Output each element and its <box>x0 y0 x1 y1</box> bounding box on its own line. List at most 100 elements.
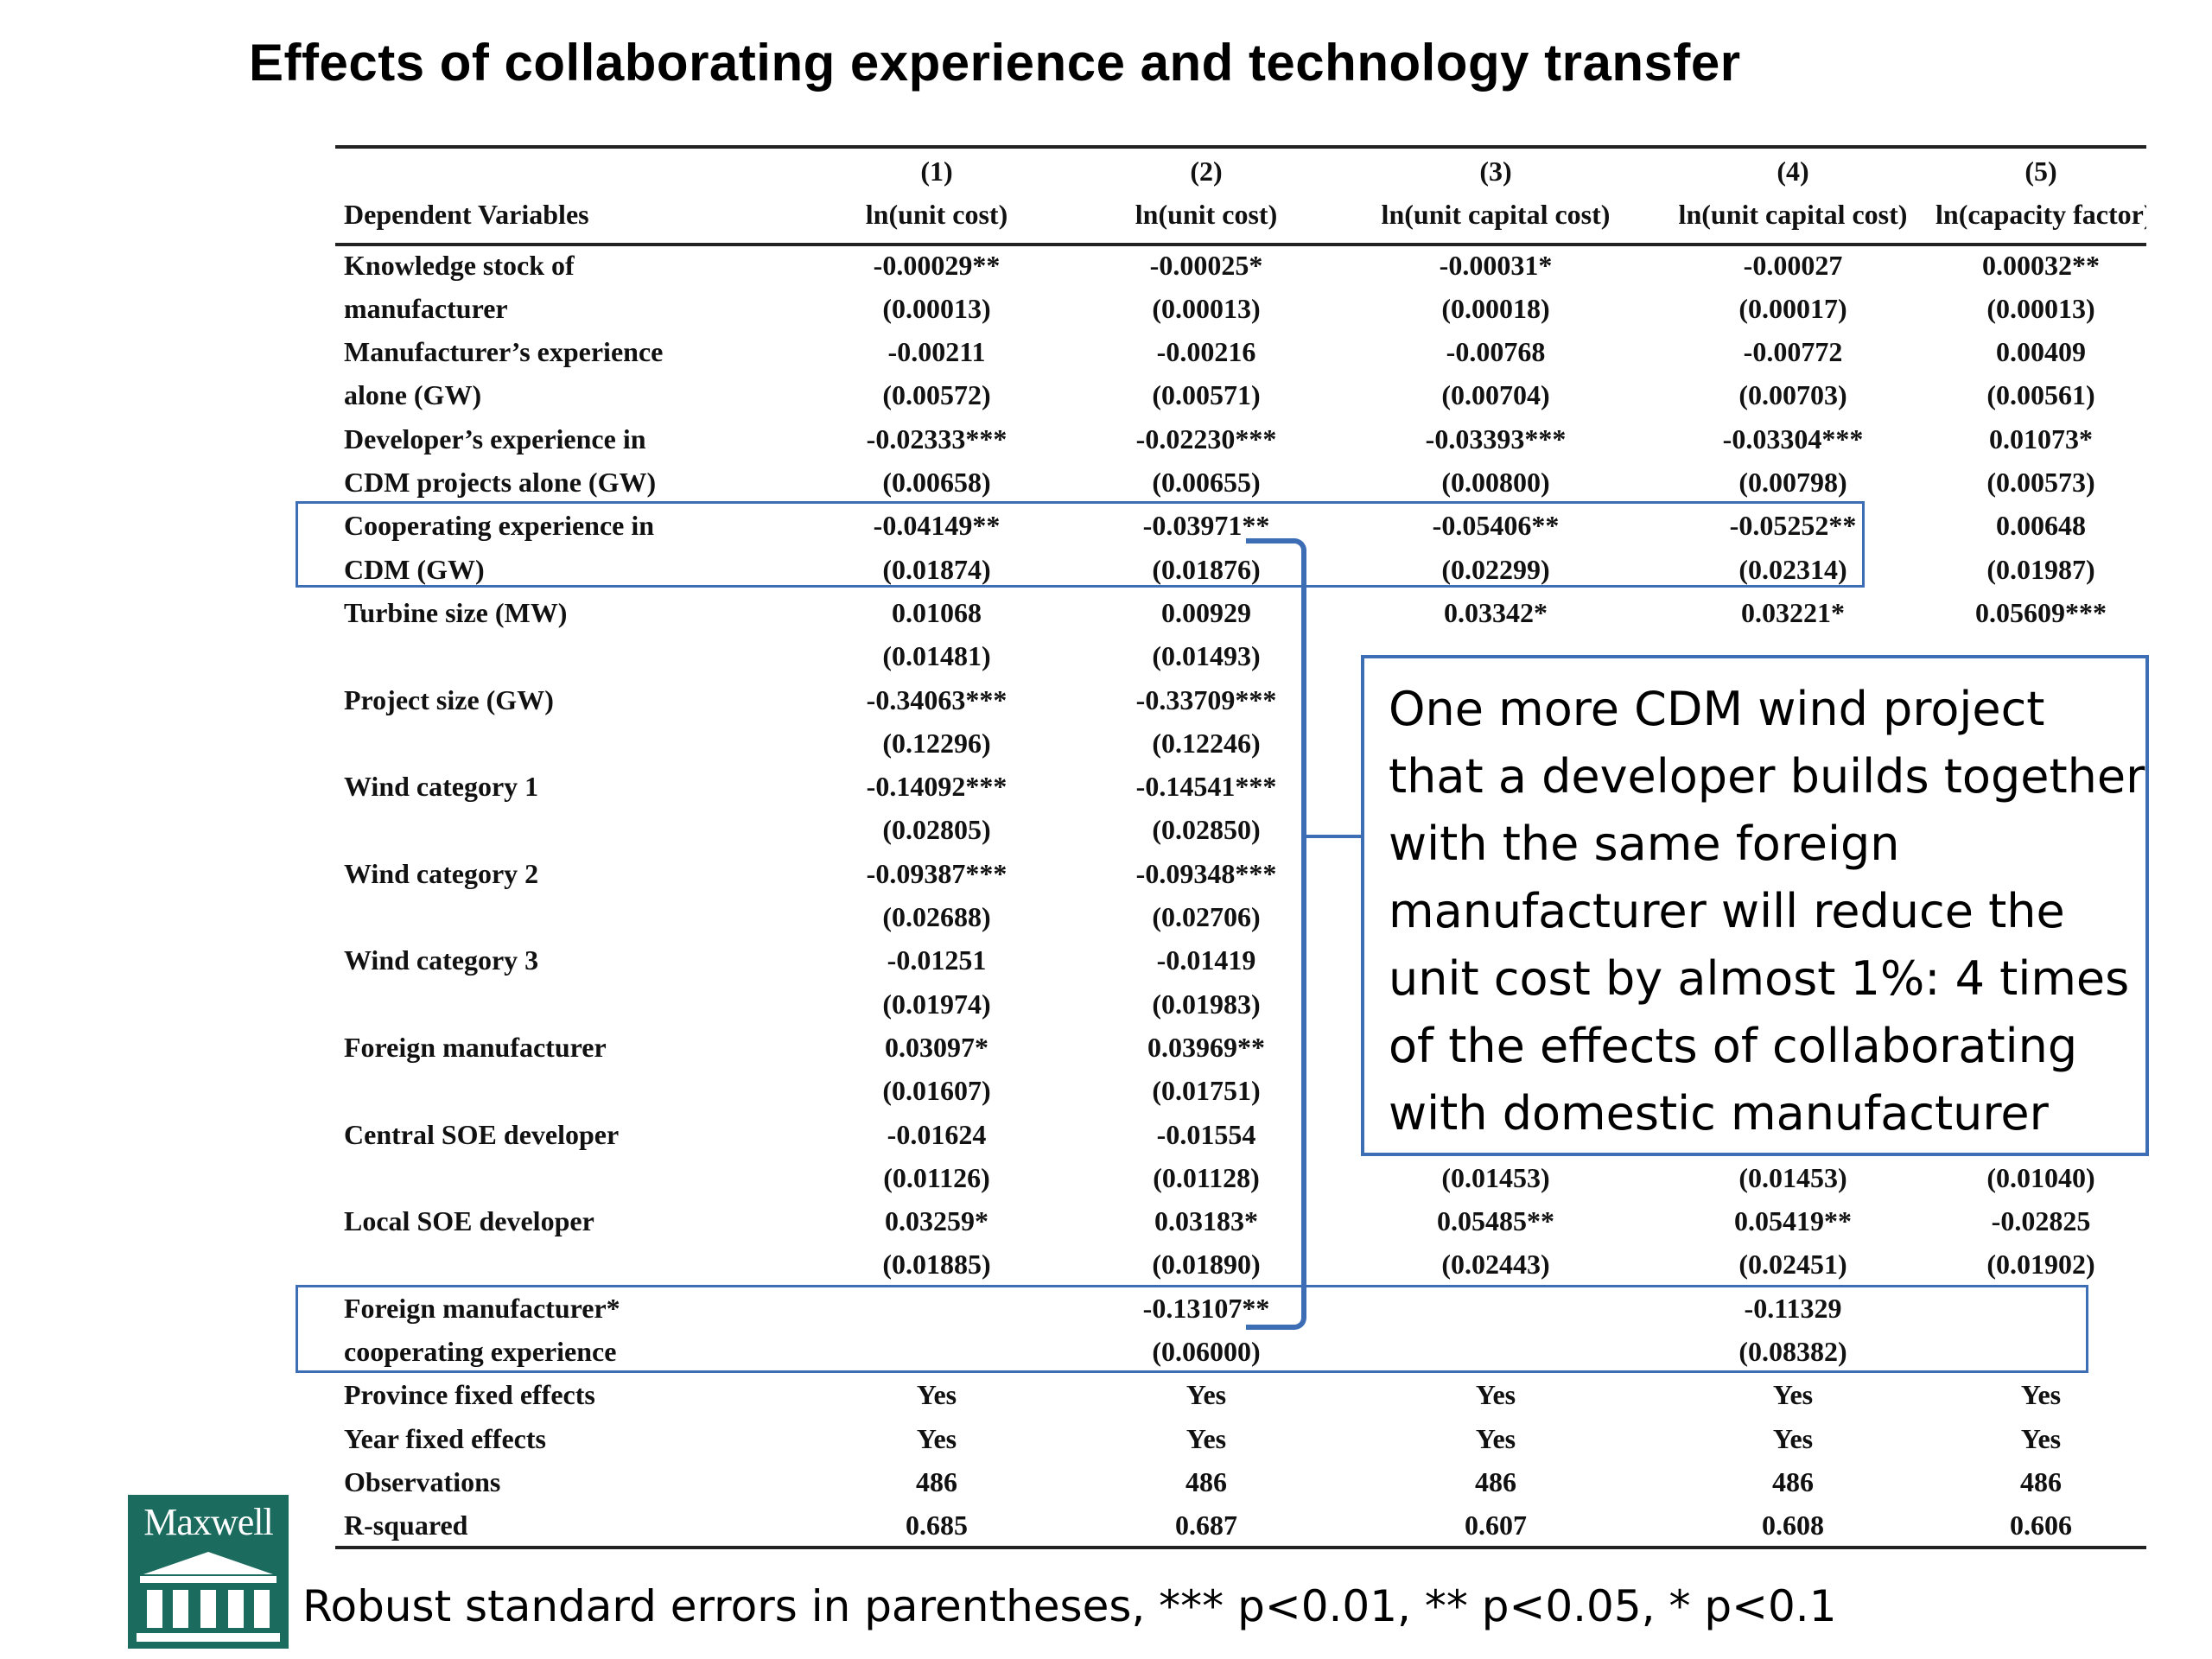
table-row: Local SOE developer 0.03259* 0.03183* 0.054… <box>335 1199 2146 1243</box>
table-cell: -0.05252** <box>1729 510 1857 542</box>
callout-box: One more CDM wind project that a develop… <box>1361 655 2149 1156</box>
logo-wordmark: Maxwell <box>143 1501 273 1543</box>
table-row: CDM (GW) (0.01874) (0.01876) (0.02299) (0.02… <box>335 548 2146 591</box>
table-cell: (0.01453) <box>1738 1161 1847 1193</box>
callout-line: One more CDM wind project <box>1389 682 2045 736</box>
row-label <box>335 721 802 765</box>
table-cell: (0.01128) <box>1153 1161 1260 1193</box>
table-cell: (0.01890) <box>1152 1249 1261 1281</box>
row-label <box>335 1243 802 1286</box>
table-row: Foreign manufacturer* -0.13107** -0.11329 <box>335 1287 2146 1330</box>
row-label: Manufacturer’s experience <box>344 336 664 368</box>
table-cell: (0.01987) <box>1986 553 2095 585</box>
table-cell: 0.00929 <box>1161 596 1251 628</box>
table-cell: (0.00572) <box>882 379 991 411</box>
callout-line: manufacturer will reduce the <box>1389 884 2065 938</box>
callout-line: of the effects of collaborating <box>1389 1019 2078 1073</box>
table-row: Province fixed effects Yes Yes Yes Yes Yes <box>335 1373 2146 1416</box>
row-label <box>335 634 802 677</box>
table-cell: (0.01126) <box>883 1161 990 1193</box>
column-variable: ln(unit capital cost) <box>1678 199 1908 231</box>
table-row: (0.01126) (0.01128) (0.01453) (0.01453) (0.0… <box>335 1156 2146 1199</box>
table-row: alone (GW) (0.00572) (0.00571) (0.00704) (0.… <box>335 373 2146 416</box>
table-cell: 0.00032** <box>1982 249 2100 281</box>
table-cell: 0.685 <box>906 1510 968 1541</box>
table-cell: (0.00704) <box>1441 379 1550 411</box>
table-cell: (0.01885) <box>882 1249 991 1281</box>
table-cell: (0.00018) <box>1441 292 1550 324</box>
table-cell: -0.03393*** <box>1425 423 1567 454</box>
table-cell: Yes <box>1772 1379 1814 1411</box>
table-cell: 0.01073* <box>1989 423 2093 454</box>
table-cell: (0.01974) <box>882 988 991 1020</box>
table-row: Cooperating experience in -0.04149** -0.03… <box>335 504 2146 547</box>
callout-line: with the same foreign <box>1389 817 1900 871</box>
table-row: (0.01481) (0.01493) <box>335 634 2146 677</box>
row-label: Foreign manufacturer <box>344 1031 607 1063</box>
table-row: Project size (GW) -0.34063*** -0.33709*** <box>335 678 2146 721</box>
table-cell: (0.00798) <box>1738 467 1847 499</box>
table-cell: -0.09348*** <box>1135 857 1277 889</box>
row-label <box>335 1156 802 1199</box>
row-label <box>335 1069 802 1112</box>
table-cell: (0.08382) <box>1738 1336 1847 1368</box>
columns-icon <box>137 1552 280 1642</box>
row-label: alone (GW) <box>344 379 482 411</box>
table-cell: -0.00211 <box>887 336 986 368</box>
table-row: Knowledge stock of -0.00029** -0.00025* -0.… <box>335 244 2146 287</box>
row-label: Wind category 3 <box>344 944 539 976</box>
table-cell: -0.33709*** <box>1135 683 1277 715</box>
table-cell: 0.00648 <box>1996 510 2086 542</box>
table-row: Turbine size (MW) 0.01068 0.00929 0.03342* 0… <box>335 591 2146 634</box>
row-label: Turbine size (MW) <box>344 596 568 628</box>
table-cell: (0.02706) <box>1152 901 1261 933</box>
table-cell: (0.02451) <box>1738 1249 1847 1281</box>
column-variable: ln(unit cost) <box>865 199 1008 231</box>
table-cell: (0.00571) <box>1152 379 1261 411</box>
row-label: cooperating experience <box>344 1336 617 1368</box>
table-row: Observations 486 486 486 486 486 <box>335 1460 2146 1503</box>
table-cell: -0.03971** <box>1142 510 1270 542</box>
table-row: Developer’s experience in -0.02333*** -0.0… <box>335 417 2146 461</box>
table-cell: -0.00768 <box>1446 336 1546 368</box>
table-cell: (0.01876) <box>1152 553 1261 585</box>
table-row: (0.01607) (0.01751) <box>335 1069 2146 1112</box>
table-cell: -0.03304*** <box>1722 423 1864 454</box>
table-cell: -0.02230*** <box>1135 423 1277 454</box>
callout-connector-line <box>1305 835 1363 838</box>
highlight-box-interaction-term <box>296 1285 2088 1373</box>
row-label: Wind category 1 <box>344 771 539 803</box>
table-body: Knowledge stock of -0.00029** -0.00025* -0.… <box>335 244 2146 1548</box>
row-label: Wind category 2 <box>344 857 539 889</box>
row-label: Cooperating experience in <box>344 510 655 542</box>
column-number: (3) <box>1479 156 1512 187</box>
table-row: (0.02688) (0.02706) <box>335 895 2146 938</box>
row-label: manufacturer <box>344 292 508 324</box>
table-row: Wind category 2 -0.09387*** -0.09348*** <box>335 852 2146 895</box>
table-cell: Yes <box>916 1379 957 1411</box>
table-cell: Yes <box>1475 1379 1516 1411</box>
callout-line: unit cost by almost 1%: 4 times <box>1389 951 2130 1006</box>
table-cell: (0.00573) <box>1986 467 2095 499</box>
table-cell: -0.11329 <box>1744 1292 1842 1324</box>
row-label <box>335 895 802 938</box>
table-cell: 0.05419** <box>1734 1205 1852 1237</box>
table-cell: -0.02825 <box>1991 1205 2091 1237</box>
table-cell: (0.00655) <box>1152 467 1261 499</box>
table-cell: 0.03183* <box>1154 1205 1258 1237</box>
table-row: cooperating experience (0.06000) (0.08382) <box>335 1330 2146 1373</box>
row-label: Province fixed effects <box>344 1379 595 1411</box>
row-label: CDM (GW) <box>344 553 485 585</box>
table-row: Wind category 3 -0.01251 -0.01419 <box>335 938 2146 982</box>
table-row: Wind category 1 -0.14092*** -0.14541*** <box>335 765 2146 808</box>
row-label: Knowledge stock of <box>344 249 575 281</box>
row-label: CDM projects alone (GW) <box>344 467 657 499</box>
table-row: (0.01974) (0.01983) <box>335 982 2146 1026</box>
table-cell: -0.01251 <box>887 944 987 976</box>
row-label: Foreign manufacturer* <box>344 1292 620 1324</box>
footnote: Robust standard errors in parentheses, *… <box>302 1581 1837 1631</box>
table-row: Year fixed effects Yes Yes Yes Yes Yes <box>335 1417 2146 1460</box>
regression-table-grid: (1) (2) (3) (4) (5) Dependent Variables … <box>335 149 2146 1548</box>
table-cell: (0.02850) <box>1152 814 1261 846</box>
table-cell: 0.608 <box>1762 1510 1824 1541</box>
